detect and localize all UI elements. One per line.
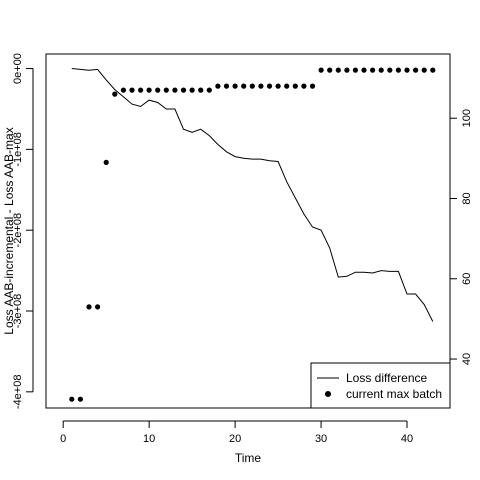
max-batch-point xyxy=(378,67,384,73)
max-batch-point xyxy=(232,83,238,89)
x-tick-label: 0 xyxy=(60,433,66,445)
y2-tick-label: 60 xyxy=(461,273,473,285)
max-batch-point xyxy=(198,87,204,93)
max-batch-point xyxy=(335,67,341,73)
max-batch-point xyxy=(206,87,212,93)
series-current-max-batch xyxy=(69,67,436,402)
legend-label-loss-difference: Loss difference xyxy=(346,371,427,385)
max-batch-point xyxy=(215,83,221,89)
y-tick-label: -2e+08 xyxy=(12,213,24,248)
y2-tick-label: 40 xyxy=(461,353,473,365)
x-tick-label: 30 xyxy=(315,433,327,445)
max-batch-point xyxy=(95,304,101,310)
max-batch-point xyxy=(292,83,298,89)
max-batch-point xyxy=(284,83,290,89)
max-batch-point xyxy=(223,83,230,89)
y-tick-label: 0e+00 xyxy=(12,53,24,84)
y2-tick-label: 100 xyxy=(461,109,473,127)
max-batch-point xyxy=(352,67,358,73)
max-batch-point xyxy=(129,87,135,93)
max-batch-point xyxy=(318,67,324,73)
x-axis: 0 10 20 30 40 xyxy=(60,420,413,445)
max-batch-point xyxy=(189,87,195,93)
max-batch-point xyxy=(77,396,83,402)
series-loss-difference xyxy=(71,68,434,322)
max-batch-point xyxy=(430,67,436,73)
max-batch-point xyxy=(155,87,161,93)
max-batch-point xyxy=(275,83,281,89)
x-axis-title: Time xyxy=(235,451,262,465)
max-batch-point xyxy=(387,67,393,73)
y-axis-right: 40 60 80 100 xyxy=(449,109,473,365)
max-batch-point xyxy=(112,91,118,97)
legend-point-symbol xyxy=(325,391,331,397)
max-batch-point xyxy=(395,67,401,73)
x-tick-label: 40 xyxy=(401,433,413,445)
max-batch-point xyxy=(180,87,187,93)
max-batch-point xyxy=(344,67,350,73)
max-batch-point xyxy=(249,83,255,89)
max-batch-point xyxy=(404,67,410,73)
max-batch-point xyxy=(413,67,419,73)
y-axis-left: 0e+00 -1e+08 -2e+08 -3e+08 -4e+08 xyxy=(12,53,34,410)
legend-label-current-max-batch: current max batch xyxy=(346,387,442,401)
max-batch-point xyxy=(120,87,126,93)
legend: Loss difference current max batch xyxy=(310,362,451,409)
max-batch-point xyxy=(163,87,169,93)
y-tick-label: -1e+08 xyxy=(12,132,24,167)
y-axis-title: Loss AAB-incremental - Loss AAB-max xyxy=(2,127,16,334)
max-batch-point xyxy=(309,83,316,89)
max-batch-point xyxy=(258,83,264,89)
max-batch-point xyxy=(421,67,427,73)
max-batch-point xyxy=(69,396,75,402)
max-batch-point xyxy=(327,67,333,73)
max-batch-point xyxy=(146,87,152,93)
max-batch-point xyxy=(361,67,367,73)
loss-difference-line xyxy=(71,68,434,322)
legend-box xyxy=(310,362,451,409)
max-batch-point xyxy=(370,67,376,73)
y-tick-label: -4e+08 xyxy=(12,375,24,410)
max-batch-point xyxy=(172,87,178,93)
y2-tick-label: 80 xyxy=(461,192,473,204)
max-batch-point xyxy=(266,83,273,89)
x-tick-label: 20 xyxy=(229,433,241,445)
max-batch-point xyxy=(138,87,144,93)
x-tick-label: 10 xyxy=(143,433,155,445)
max-batch-point xyxy=(241,83,247,89)
max-batch-point xyxy=(86,304,92,310)
y-tick-label: -3e+08 xyxy=(12,294,24,329)
max-batch-point xyxy=(103,159,109,165)
max-batch-point xyxy=(301,83,307,89)
